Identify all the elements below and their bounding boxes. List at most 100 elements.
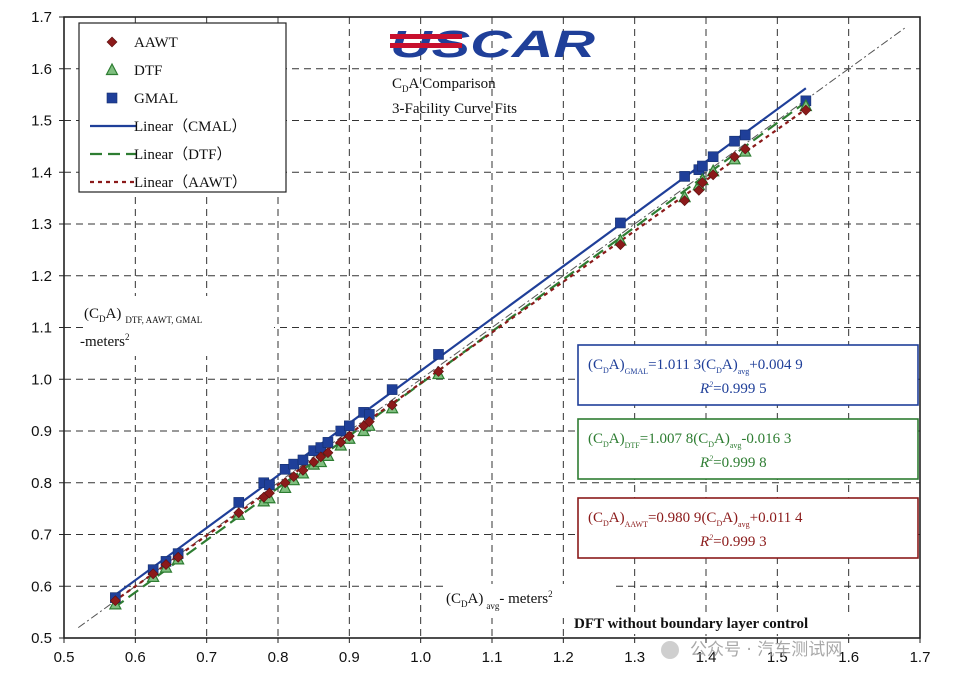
x-tick-label: 1.1 — [482, 649, 503, 666]
point-gmal — [297, 454, 309, 466]
chart-title: CDA Comparison 3-Facility Curve Fits — [392, 76, 517, 117]
x-tick-label: 0.8 — [268, 649, 289, 666]
xlabel-open: (C — [446, 591, 461, 607]
point-aawt — [322, 447, 334, 459]
legend-label: AAWT — [134, 35, 178, 51]
point-aawt — [614, 239, 626, 251]
r-squared-aawt: R2=0.999 3 — [699, 533, 767, 550]
x-tick-label: 1.4 — [696, 649, 717, 666]
point-aawt — [335, 436, 347, 448]
point-gmal — [615, 217, 626, 229]
title-line2: 3-Facility Curve Fits — [392, 101, 517, 117]
equation-aawt: (CDA)AAWT=0.980 9(CDA)avg+0.011 4 — [588, 510, 803, 529]
x-tick-label: 0.5 — [54, 649, 75, 666]
x-tick-label: 0.9 — [339, 649, 360, 666]
fit-line-aawt — [113, 108, 807, 603]
title-rest: A Comparison — [409, 76, 497, 92]
legend-label: Linear（CMAL） — [134, 118, 246, 135]
point-gmal — [707, 151, 719, 163]
svg-text:CDA Comparison: CDA Comparison — [392, 76, 496, 94]
ylabel-d: D — [99, 314, 106, 324]
uscar-logo: USCAR — [390, 24, 596, 66]
point-aawt — [160, 559, 172, 570]
title-c: C — [392, 76, 402, 92]
footer-note: DFT without boundary layer control — [574, 616, 808, 632]
x-tick-label: 1.3 — [624, 649, 645, 666]
y-tick-label: 1.2 — [31, 268, 52, 285]
point-aawt — [433, 366, 444, 377]
equation-box-aawt — [577, 497, 919, 559]
point-aawt — [297, 464, 309, 476]
legend-marker-aawt — [106, 36, 118, 48]
fit-lines — [77, 26, 907, 629]
point-aawt — [315, 451, 327, 463]
y-tick-label: 1.6 — [31, 61, 52, 78]
point-gmal — [679, 171, 690, 182]
point-gmal — [697, 160, 708, 172]
point-gmal — [233, 497, 245, 508]
y-tick-label: 0.9 — [31, 423, 52, 440]
point-aawt — [343, 430, 355, 442]
y-tick-label: 1.5 — [31, 113, 52, 130]
equation-gmal: (CDA)GMAL=1.011 3(CDA)avg+0.004 9 — [588, 357, 803, 376]
svg-text:(CDA)DTF, AAWT, GMAL: (CDA) DTF, AAWT, GMAL — [84, 306, 202, 325]
point-aawt — [233, 507, 245, 519]
point-aawt — [386, 399, 398, 411]
point-aawt — [693, 184, 705, 196]
ylabel-close: A) — [106, 306, 122, 322]
y-tick-label: 1.1 — [31, 320, 52, 337]
svg-text:(CDA)avg- meters2: (CDA) avg- meters2 — [446, 589, 553, 611]
ylabel-sup: 2 — [125, 332, 130, 342]
x-tick-label: 1.2 — [553, 649, 574, 666]
y-tick-label: 1.4 — [31, 164, 52, 181]
identity-line — [77, 26, 907, 629]
xlabel-units: - meters — [499, 591, 548, 607]
ylabel-subscript: DTF, AAWT, GMAL — [125, 315, 202, 325]
point-gmal — [433, 349, 444, 360]
equation-dtf: (CDA)DTF=1.007 8(CDA)avg-0.016 3 — [588, 431, 791, 450]
legend-label: DTF — [134, 63, 162, 79]
tick-layer: 0.5 0.6 0.7 0.8 0.9 1.0 1.1 1.2 1.3 1.4 1.5 1.6 1.7 0… — [31, 9, 930, 666]
point-aawt — [288, 471, 300, 482]
x-tick-label: 1.0 — [410, 649, 431, 666]
point-gmal — [322, 437, 334, 448]
legend-marker-dtf — [105, 62, 119, 76]
legend-items: AAWT DTF GMAL Linear（CMAL） Linear（DTF） Linear… — [90, 35, 247, 191]
fit-line-gmal — [113, 87, 807, 597]
point-aawt — [264, 487, 275, 499]
wechat-icon — [661, 641, 679, 659]
point-aawt — [109, 595, 121, 607]
x-tick-label: 0.6 — [125, 649, 146, 666]
point-aawt — [279, 477, 291, 489]
x-tick-label: 0.7 — [196, 649, 217, 666]
x-tick-label: 1.5 — [767, 649, 788, 666]
y-tick-label: 1.7 — [31, 9, 52, 26]
point-aawt — [697, 177, 708, 189]
legend-label: GMAL — [134, 91, 178, 107]
y-tick-label: 0.6 — [31, 578, 52, 595]
legend-label: Linear（DTF） — [134, 146, 231, 163]
xlabel-subscript: avg — [486, 601, 499, 611]
title-d: D — [402, 84, 409, 94]
equation-box-dtf — [577, 418, 919, 480]
watermark: 公众号 · 汽车测试网 — [690, 640, 842, 660]
point-gmal — [288, 458, 299, 470]
point-gmal — [729, 135, 740, 147]
legend-marker-gmal — [106, 92, 118, 104]
y-tick-label: 0.7 — [31, 527, 52, 544]
point-aawt — [729, 151, 740, 163]
y-tick-label: 1.0 — [31, 371, 52, 388]
point-aawt — [147, 568, 159, 580]
xlabel-sup: 2 — [548, 589, 553, 599]
equation-box-gmal — [577, 344, 919, 406]
ylabel-open: (C — [84, 306, 99, 322]
legend: AAWT DTF GMAL Linear（CMAL） Linear（DTF） Linear… — [78, 22, 287, 193]
point-aawt — [739, 143, 751, 155]
point-aawt — [172, 551, 184, 563]
point-gmal — [386, 384, 398, 395]
x-tick-label: 1.7 — [910, 649, 931, 666]
point-gmal — [344, 420, 355, 432]
point-gmal — [739, 129, 751, 141]
r-squared-gmal: R2=0.999 5 — [699, 380, 767, 397]
